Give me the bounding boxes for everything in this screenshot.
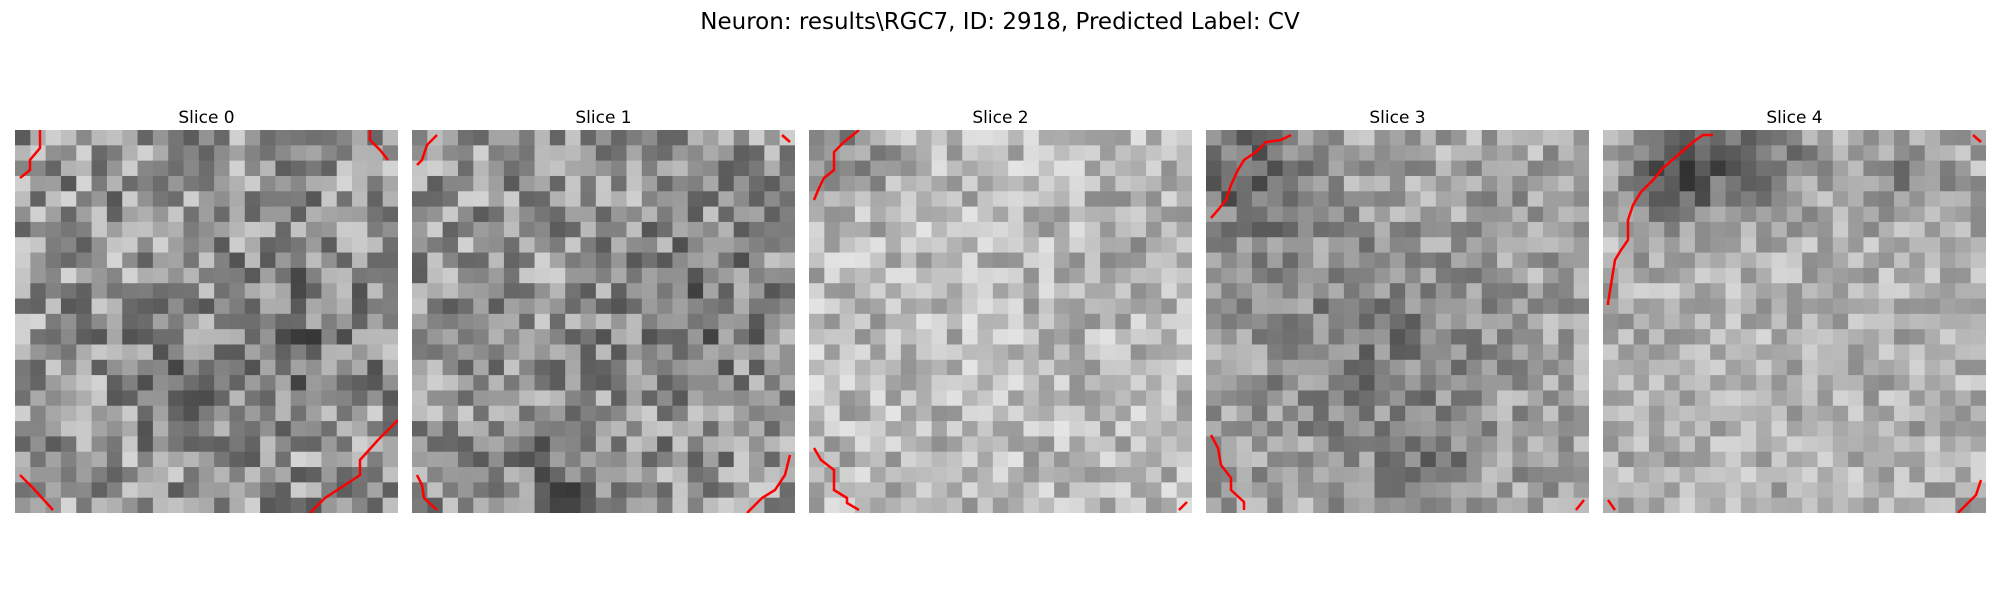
roi-contour — [812, 447, 860, 512]
pixel-grid — [412, 130, 795, 513]
slice-title: Slice 2 — [972, 108, 1029, 128]
contour-overlay — [812, 130, 1188, 512]
roi-contour — [415, 474, 438, 511]
slice-panel-4: Slice 4 — [1603, 108, 1986, 513]
slice-title: Slice 4 — [1766, 108, 1823, 128]
pixel-grid — [15, 130, 398, 513]
slice-image — [809, 130, 1192, 513]
roi-contour — [1575, 499, 1585, 511]
slice-panel-1: Slice 1 — [412, 108, 795, 513]
contour-overlay — [1606, 133, 1983, 513]
slice-image — [15, 130, 398, 513]
slice-image — [412, 130, 795, 513]
contour-overlay — [19, 130, 398, 513]
contour-overlay — [1209, 133, 1585, 511]
roi-contour — [416, 134, 438, 166]
roi-contour — [1178, 501, 1188, 511]
pixel-grid — [1603, 130, 1986, 513]
roi-contour — [19, 130, 42, 179]
roi-contour — [1209, 434, 1246, 510]
roi-contour — [368, 130, 389, 161]
slice-title: Slice 1 — [575, 108, 632, 128]
roi-contour — [309, 419, 398, 513]
roi-contour — [1210, 133, 1292, 219]
slice-image — [1206, 130, 1589, 513]
pixel-grid — [809, 130, 1192, 513]
slice-panel-3: Slice 3 — [1206, 108, 1589, 513]
roi-contour — [746, 454, 792, 513]
roi-contour — [812, 130, 860, 201]
slice-title: Slice 0 — [178, 108, 235, 128]
roi-contour — [1957, 479, 1983, 513]
pixel-grid — [1206, 130, 1589, 513]
roi-contour — [1972, 134, 1982, 143]
slice-image — [1603, 130, 1986, 513]
contour-overlay — [415, 134, 792, 513]
roi-contour — [781, 134, 791, 143]
roi-contour — [1606, 499, 1617, 511]
figure-title: Neuron: results\RGC7, ID: 2918, Predicte… — [700, 9, 1300, 35]
slice-title: Slice 3 — [1369, 108, 1426, 128]
slice-panel-0: Slice 0 — [15, 108, 398, 513]
slice-panel-2: Slice 2 — [809, 108, 1192, 513]
roi-contour — [1606, 133, 1713, 305]
roi-contour — [19, 474, 54, 511]
